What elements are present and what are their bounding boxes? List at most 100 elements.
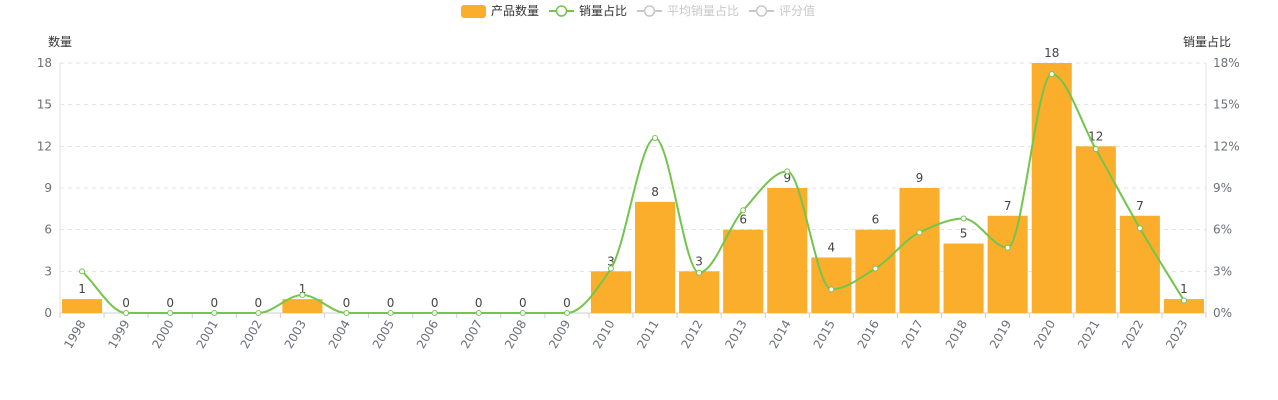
legend-line-marker xyxy=(755,5,768,17)
bar xyxy=(1031,63,1072,313)
y-right-tick-label: 6% xyxy=(1213,223,1232,237)
x-tick-label: 2013 xyxy=(722,318,749,351)
line-point xyxy=(343,310,350,316)
line-point xyxy=(431,310,438,316)
legend-line-marker xyxy=(643,5,656,17)
x-tick-label: 2020 xyxy=(1031,318,1058,351)
x-tick-label: 2008 xyxy=(502,318,529,351)
x-tick-label: 2010 xyxy=(590,318,617,351)
x-tick-label: 2009 xyxy=(546,318,573,351)
y-left-tick-label: 9 xyxy=(44,181,52,195)
legend-item-label: 销量占比 xyxy=(579,3,627,18)
bar-value-label: 6 xyxy=(872,213,880,227)
line-point xyxy=(872,265,879,272)
y-right-axis-name: 销量占比 xyxy=(1183,34,1231,49)
line-point xyxy=(784,168,791,175)
bar xyxy=(590,271,631,313)
x-tick-label: 1999 xyxy=(105,318,132,351)
legend-bar-swatch xyxy=(461,5,486,18)
x-tick-label: 2005 xyxy=(370,318,397,351)
bar xyxy=(723,229,764,313)
bar-value-label: 0 xyxy=(255,296,263,310)
x-tick-label: 2023 xyxy=(1163,318,1190,351)
line-point xyxy=(519,310,526,316)
line-point xyxy=(696,269,703,276)
x-tick-label: 2016 xyxy=(855,318,882,351)
bar xyxy=(635,201,676,313)
bar xyxy=(987,215,1028,313)
line-point xyxy=(167,310,174,316)
bar-value-label: 0 xyxy=(343,296,351,310)
bar-value-label: 6 xyxy=(739,213,747,227)
x-tick-label: 2014 xyxy=(766,318,793,351)
line-point xyxy=(1048,71,1055,78)
bar xyxy=(1163,299,1204,313)
legend-item-label: 产品数量 xyxy=(491,3,539,18)
bar-value-label: 0 xyxy=(166,296,174,310)
bar-value-label: 3 xyxy=(607,254,615,268)
y-right-tick-label: 15% xyxy=(1213,98,1240,112)
x-tick-label: 2021 xyxy=(1075,318,1102,351)
line-point xyxy=(255,310,262,316)
bar-value-label: 0 xyxy=(387,296,395,310)
bar xyxy=(767,188,808,313)
y-left-tick-label: 0 xyxy=(44,306,52,320)
bar xyxy=(1075,146,1116,313)
y-left-tick-label: 3 xyxy=(44,264,52,278)
y-left-tick-label: 6 xyxy=(44,223,52,237)
bar-value-label: 12 xyxy=(1088,129,1103,143)
y-right-tick-label: 3% xyxy=(1213,264,1232,278)
bar-value-label: 0 xyxy=(563,296,571,310)
line-point xyxy=(1136,225,1143,232)
legend-item-label: 评分值 xyxy=(779,3,815,18)
bar-value-label: 7 xyxy=(1136,199,1144,213)
bar-value-label: 8 xyxy=(651,185,659,199)
legend-item-label: 平均销量占比 xyxy=(667,3,739,18)
x-tick-label: 2017 xyxy=(899,318,926,351)
y-left-tick-label: 18 xyxy=(37,56,52,70)
bar-value-label: 18 xyxy=(1044,46,1059,60)
x-tick-label: 2000 xyxy=(149,318,176,351)
line-point xyxy=(740,207,747,214)
bar xyxy=(943,243,984,313)
bar xyxy=(679,271,720,313)
x-tick-label: 2006 xyxy=(414,318,441,351)
line-point xyxy=(123,310,130,316)
bar xyxy=(899,188,940,313)
bar-value-label: 9 xyxy=(916,171,924,185)
x-tick-label: 2001 xyxy=(193,318,220,351)
bar-value-label: 7 xyxy=(1004,199,1012,213)
line-point xyxy=(79,268,86,275)
y-left-tick-label: 12 xyxy=(37,139,52,153)
line-point xyxy=(475,310,482,316)
y-right-tick-label: 12% xyxy=(1213,139,1240,153)
x-tick-label: 2018 xyxy=(943,318,970,351)
bar-value-label: 0 xyxy=(431,296,439,310)
line-point xyxy=(1092,146,1099,153)
x-tick-label: 2011 xyxy=(634,318,661,351)
line-point xyxy=(563,310,570,316)
x-tick-label: 2003 xyxy=(282,318,309,351)
x-tick-label: 2004 xyxy=(326,318,353,351)
line-series-path xyxy=(81,73,1185,314)
bar-value-label: 0 xyxy=(475,296,483,310)
x-tick-label: 1998 xyxy=(61,318,88,351)
y-left-axis-name: 数量 xyxy=(48,34,72,49)
bar-value-label: 3 xyxy=(695,254,703,268)
line-point xyxy=(652,135,659,141)
bar-value-label: 0 xyxy=(519,296,527,310)
line-point xyxy=(828,286,835,293)
x-tick-label: 2002 xyxy=(238,318,265,351)
line-point xyxy=(299,291,306,298)
x-tick-label: 2007 xyxy=(458,318,485,351)
line-point xyxy=(960,215,967,222)
bar-value-label: 1 xyxy=(1180,282,1188,296)
line-point xyxy=(1004,244,1011,251)
y-right-tick-label: 9% xyxy=(1213,181,1232,195)
x-tick-label: 2022 xyxy=(1119,318,1146,351)
bar-value-label: 4 xyxy=(828,240,836,254)
bar xyxy=(282,299,323,313)
y-left-tick-label: 15 xyxy=(37,98,52,112)
